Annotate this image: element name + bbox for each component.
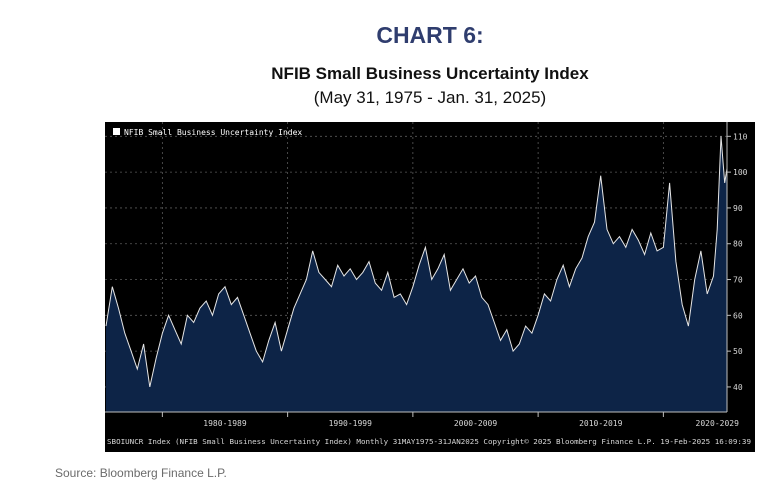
chart-footer: SBOIUNCR Index (NFIB Small Business Unce…: [107, 438, 751, 446]
y-tick-label: 70: [733, 276, 743, 285]
x-tick-label: 2020-2029: [696, 419, 740, 428]
y-tick-label: 110: [733, 132, 748, 141]
series-line: [105, 136, 728, 388]
x-axis-ticks: 1980-1989 1990-1999 2000-2009 2010-2019 2020…: [161, 412, 740, 428]
chart-panel: 40 50 60 70 80 90 100 110 1980-1989 1990-1999 200…: [105, 122, 755, 452]
y-tick-label: 60: [733, 311, 743, 320]
chart-title: NFIB Small Business Uncertainty Index: [271, 64, 589, 83]
legend-label: NFIB Small Business Uncertainty Index: [124, 128, 302, 137]
chart-subtitle: (May 31, 1975 - Jan. 31, 2025): [313, 88, 547, 107]
legend-swatch: [113, 128, 120, 135]
x-tick-label: 2000-2009: [454, 419, 498, 428]
y-tick-label: 90: [733, 204, 743, 213]
uncertainty-index-chart: 40 50 60 70 80 90 100 110 1980-1989 1990-1999 200…: [105, 122, 755, 452]
y-tick-label: 100: [733, 168, 748, 177]
y-axis-ticks: 40 50 60 70 80 90 100 110: [727, 132, 748, 392]
x-tick-label: 1980-1989: [203, 419, 247, 428]
chart-number: CHART 6:: [376, 22, 484, 48]
y-tick-label: 80: [733, 240, 743, 249]
source-note: Source: Bloomberg Finance L.P.: [55, 466, 227, 480]
x-tick-label: 1990-1999: [329, 419, 373, 428]
series-area: [106, 136, 727, 413]
y-tick-label: 50: [733, 347, 743, 356]
y-tick-label: 40: [733, 383, 743, 392]
x-tick-label: 2010-2019: [579, 419, 623, 428]
